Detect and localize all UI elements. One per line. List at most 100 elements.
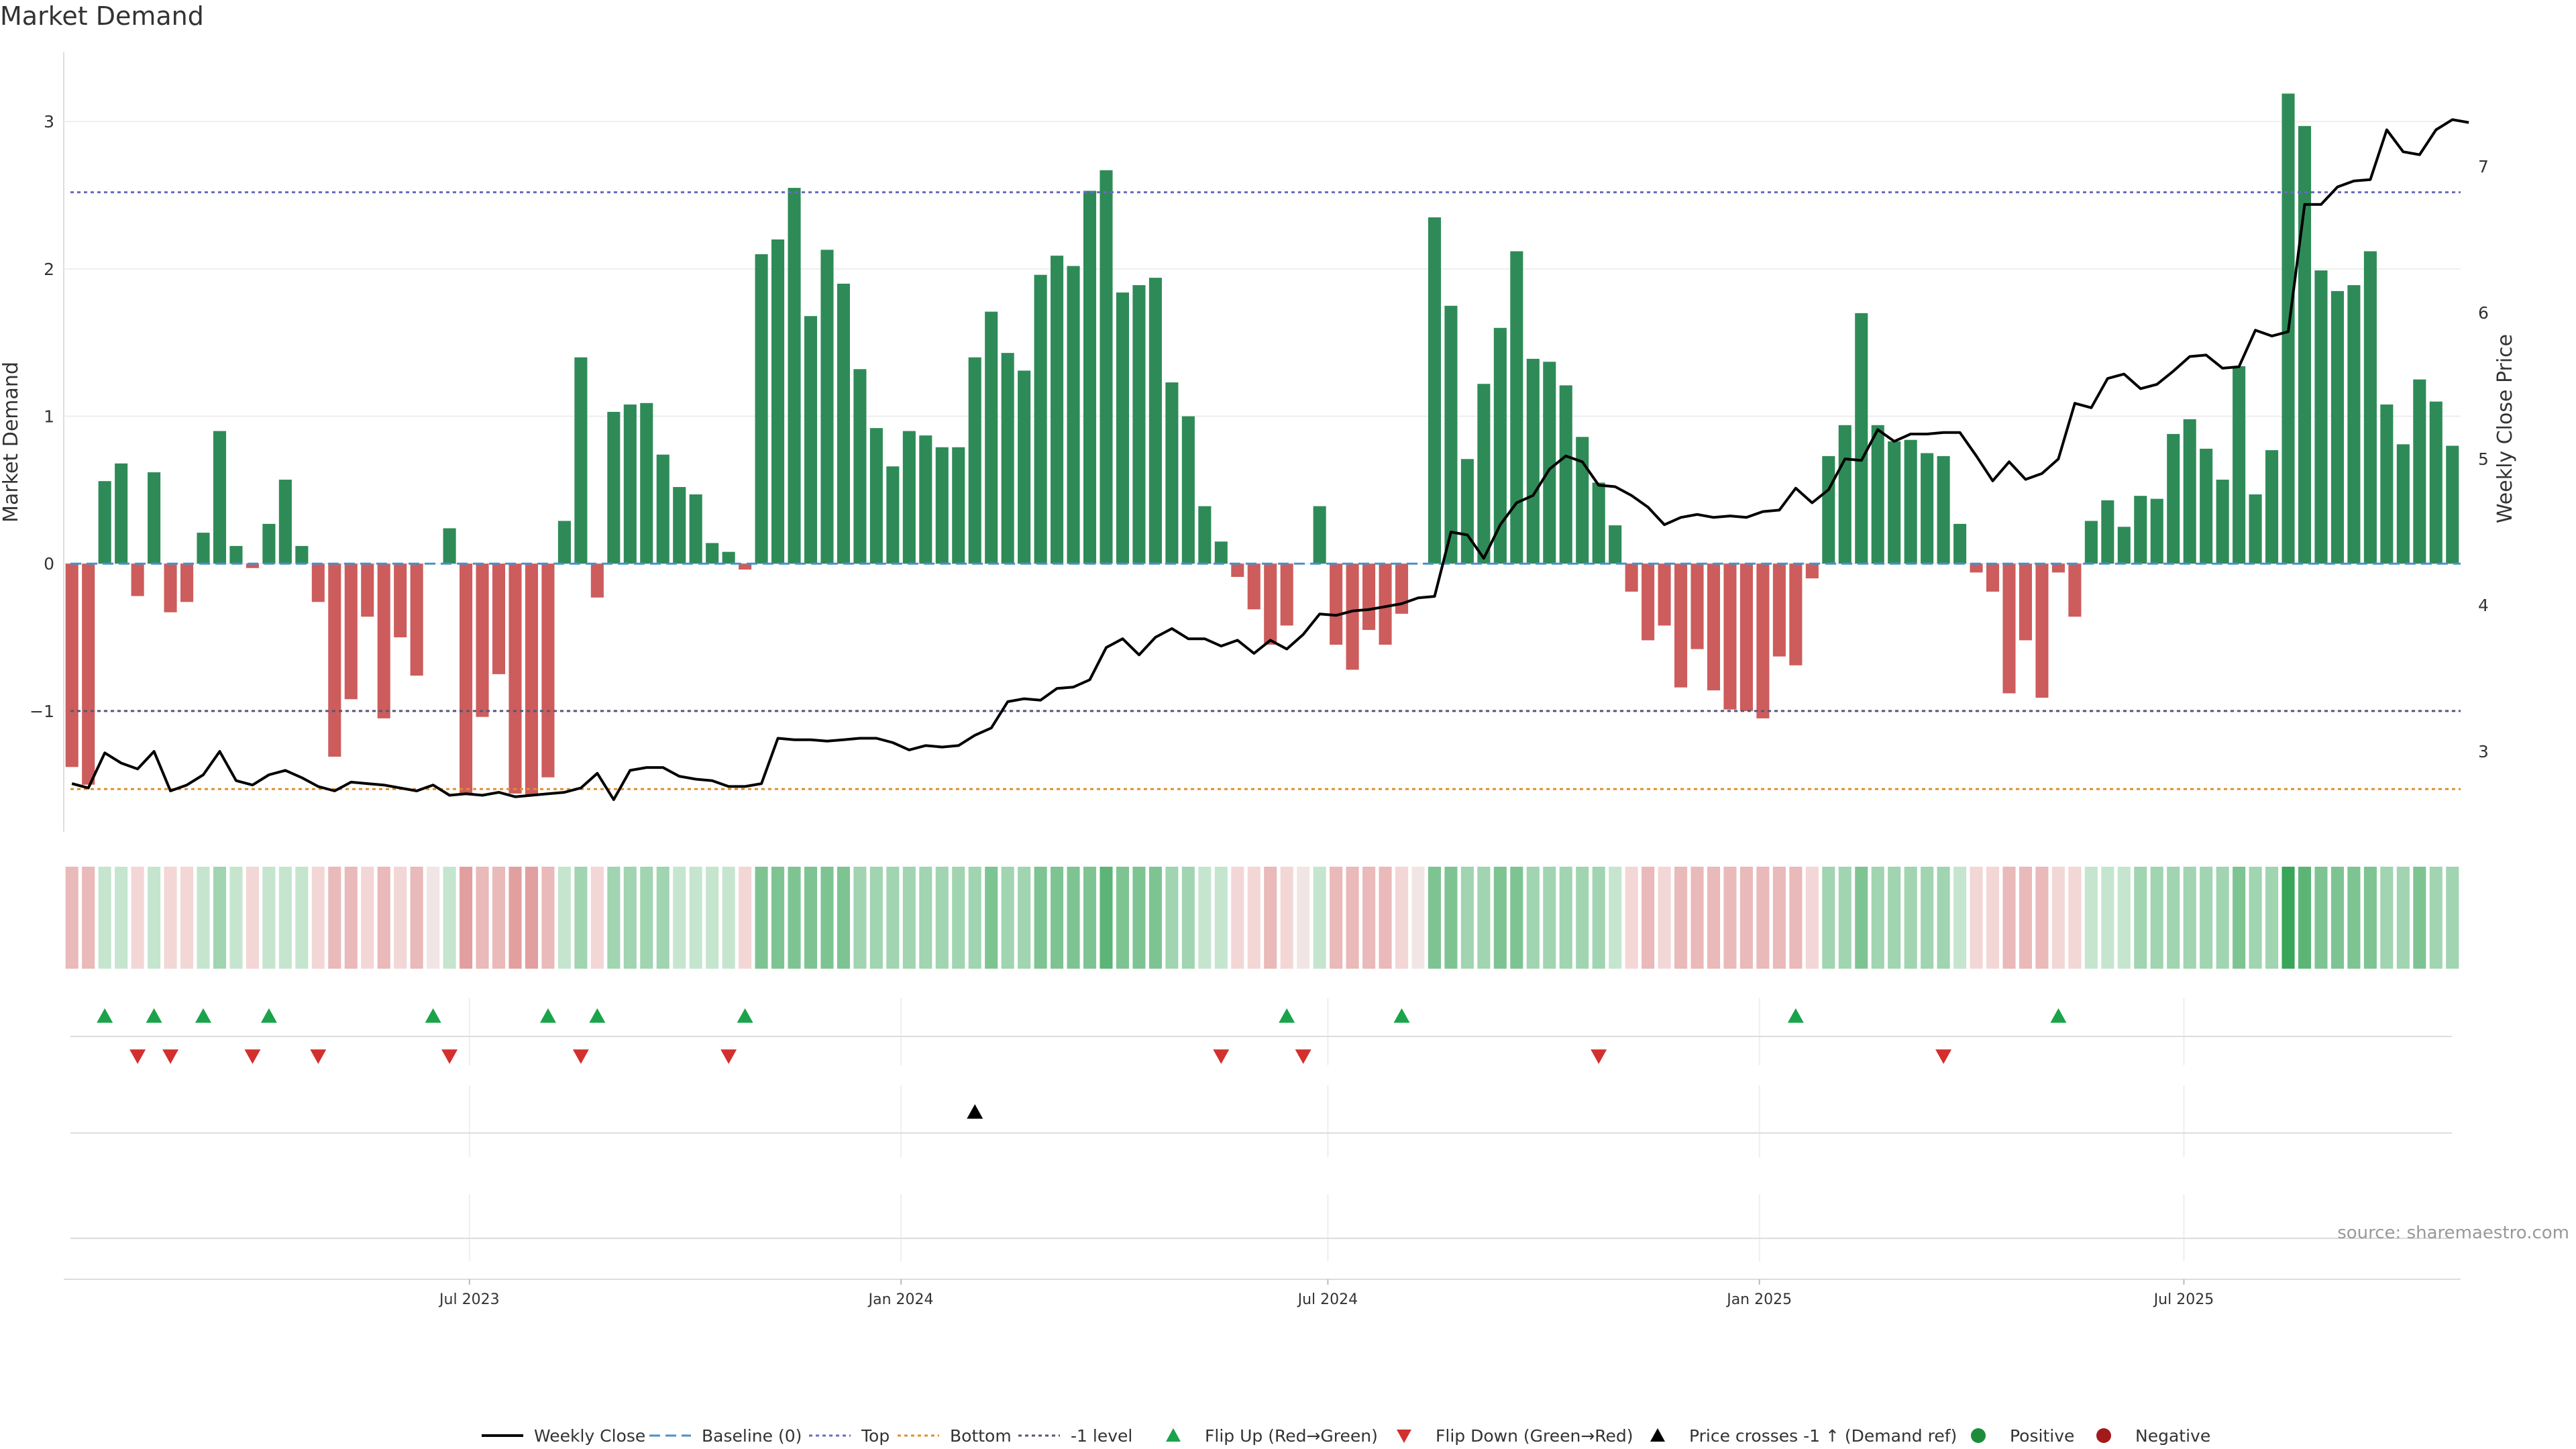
demand-bar (2068, 564, 2082, 617)
flip-up-marker (260, 1008, 277, 1023)
demand-bar (2380, 404, 2394, 564)
heat-cell (1395, 867, 1409, 969)
heat-cell (2183, 867, 2196, 969)
y-tick-label: 2 (44, 260, 54, 279)
demand-bar (2134, 496, 2147, 564)
flip-down-marker (1935, 1049, 1952, 1064)
y2-axis-label: Weekly Close Price (2493, 334, 2517, 523)
heat-cell (1148, 867, 1162, 969)
heat-cell (1658, 867, 1671, 969)
heat-cell (361, 867, 374, 969)
demand-bar (2019, 564, 2033, 641)
heat-cell (229, 867, 243, 969)
legend-swatch (1166, 1428, 1181, 1442)
demand-bar (1330, 564, 1343, 645)
heat-cell (1280, 867, 1293, 969)
demand-bar (1559, 385, 1572, 564)
demand-bar (2314, 270, 2328, 564)
heat-cell (2002, 867, 2016, 969)
demand-bar (2035, 564, 2049, 698)
demand-bar (377, 564, 390, 718)
demand-bar (919, 435, 932, 564)
heat-cell (1510, 867, 1523, 969)
demand-bar (1460, 459, 1474, 564)
y2-tick-label: 3 (2478, 742, 2489, 761)
demand-bar (706, 543, 719, 564)
heat-cell (1937, 867, 1950, 969)
heat-cell (2019, 867, 2033, 969)
demand-bar (2429, 401, 2443, 564)
legend-item-neg-dot: Negative (2096, 1426, 2210, 1446)
heat-cell (1264, 867, 1277, 969)
demand-bar (2150, 498, 2163, 564)
heat-cell (788, 867, 801, 969)
demand-bar (607, 411, 621, 564)
flip-down-marker (1591, 1049, 1607, 1064)
heat-cell (492, 867, 506, 969)
heat-cell (1805, 867, 1819, 969)
demand-bar (804, 316, 818, 564)
heat-cell (689, 867, 702, 969)
heat-cell (278, 867, 292, 969)
heat-cell (2035, 867, 2049, 969)
legend-label: Top (861, 1426, 890, 1446)
demand-bar (886, 466, 900, 564)
heat-cell (2068, 867, 2082, 969)
demand-bar (1116, 292, 1130, 564)
demand-bar (197, 533, 210, 564)
demand-bar (557, 521, 571, 564)
heat-cell (771, 867, 785, 969)
flip-up-marker (425, 1008, 441, 1023)
heat-cell (1625, 867, 1638, 969)
heat-cell (1822, 867, 1835, 969)
y-tick-label: 0 (44, 554, 54, 574)
demand-bar (2396, 444, 2410, 564)
heat-cell (739, 867, 752, 969)
heat-cell (2200, 867, 2213, 969)
demand-bar (2249, 494, 2262, 564)
heat-cell (1559, 867, 1572, 969)
heat-cell (656, 867, 669, 969)
heat-cell (394, 867, 407, 969)
flip-markers-panel (70, 998, 2452, 1065)
demand-bar (1756, 564, 1770, 718)
heat-cell (295, 867, 309, 969)
demand-bar (1313, 506, 1326, 564)
heat-cell (1034, 867, 1047, 969)
demand-bar (1132, 285, 1146, 564)
heat-cell (1526, 867, 1540, 969)
legend-item-weekly-close: Weekly Close (482, 1426, 645, 1446)
demand-bar (1001, 353, 1014, 564)
y-tick-label: −1 (30, 702, 54, 721)
heat-cell (623, 867, 637, 969)
demand-bar (2233, 366, 2246, 564)
demand-bar (952, 447, 965, 564)
heat-cell (197, 867, 210, 969)
heat-cell (1723, 867, 1737, 969)
heat-cell (344, 867, 358, 969)
y-tick-label: 1 (44, 407, 54, 427)
legend-item-flip-down: Flip Down (Green→Red) (1397, 1426, 1633, 1446)
heat-cell (640, 867, 653, 969)
demand-bar (1805, 564, 1819, 579)
demand-bar (1018, 370, 1031, 564)
demand-bar (262, 523, 276, 564)
demand-bar (574, 357, 588, 564)
heat-cell (1181, 867, 1195, 969)
demand-bar (82, 564, 95, 785)
demand-bar (1953, 523, 1967, 564)
demand-bar (2183, 419, 2196, 564)
demand-bar (1658, 564, 1671, 626)
demand-bar (853, 369, 867, 564)
heat-cell (1756, 867, 1770, 969)
demand-bar (1280, 564, 1293, 626)
demand-bar (1099, 170, 1113, 564)
x-tick-label: Jul 2024 (1297, 1291, 1358, 1308)
flip-down-marker (129, 1049, 146, 1064)
heat-cell (1116, 867, 1130, 969)
heat-cell (213, 867, 227, 969)
legend-label: -1 level (1071, 1426, 1132, 1446)
heat-cell (410, 867, 423, 969)
demand-bar (361, 564, 374, 617)
